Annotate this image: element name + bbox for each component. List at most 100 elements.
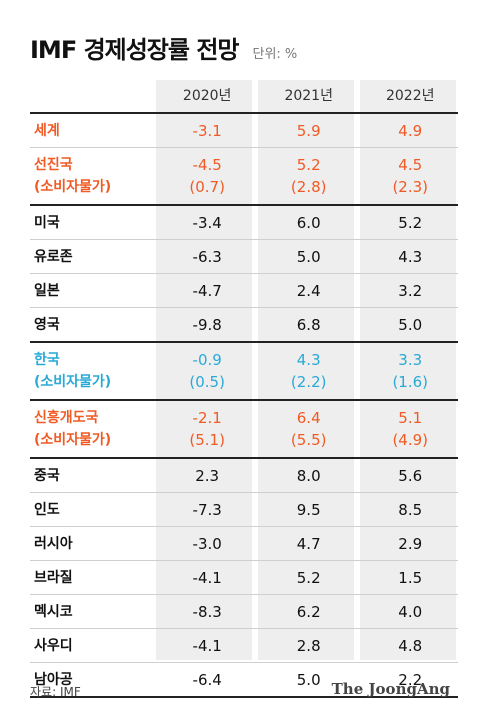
cell-subvalue: (5.1) bbox=[189, 431, 225, 449]
table-cell: 3.3 (1.6) bbox=[362, 343, 458, 399]
table-cell: 5.2 bbox=[296, 568, 321, 587]
row-label: 러시아 bbox=[34, 535, 73, 552]
table-row: 신흥개도국 (소비자물가) -2.1 (5.1) 6.4 (5.5) 5.1 (4.9… bbox=[30, 401, 458, 459]
table-cell: 4.3 bbox=[398, 247, 423, 266]
table-row: 일본 -4.7 2.4 3.2 bbox=[30, 274, 458, 308]
table-cell: -6.3 bbox=[192, 247, 222, 266]
cell-subvalue: (4.9) bbox=[392, 431, 429, 449]
row-label: 영국 bbox=[34, 316, 60, 333]
row-label: 남아공 bbox=[34, 671, 73, 688]
table-cell: 2.4 bbox=[296, 281, 321, 300]
table-cell: 8.0 bbox=[296, 466, 321, 485]
cell-subvalue: (0.7) bbox=[189, 178, 225, 196]
table-cell: -3.0 bbox=[192, 534, 222, 553]
table-cell: -4.1 bbox=[192, 568, 222, 587]
table-cell: 2.9 bbox=[398, 534, 423, 553]
cell-value: -0.9 bbox=[192, 351, 222, 369]
row-sublabel: (소비자물가) bbox=[34, 432, 112, 448]
source-note: 자료: IMF bbox=[30, 685, 81, 699]
table-row: 미국 -3.4 6.0 5.2 bbox=[30, 206, 458, 240]
row-label: 신흥개도국 bbox=[34, 410, 99, 426]
row-label: 멕시코 bbox=[34, 603, 73, 620]
table-cell: 5.9 bbox=[296, 121, 321, 140]
column-background-2020 bbox=[156, 80, 252, 660]
row-label: 일본 bbox=[34, 282, 60, 299]
table-cell: 8.5 bbox=[398, 500, 423, 519]
row-label: 중국 bbox=[34, 467, 60, 484]
table-cell: -8.3 bbox=[192, 602, 222, 621]
row-label: 선진국 bbox=[34, 157, 73, 173]
table-cell: 4.9 bbox=[398, 121, 423, 140]
row-label: 세계 bbox=[34, 122, 60, 139]
column-header: 2020년 bbox=[182, 88, 232, 104]
row-sublabel: (소비자물가) bbox=[34, 374, 112, 390]
page-title: IMF 경제성장률 전망 bbox=[30, 36, 239, 64]
table-cell: -4.5 (0.7) bbox=[159, 148, 255, 204]
table-cell: -3.1 bbox=[192, 121, 222, 140]
row-label: 사우디 bbox=[34, 637, 73, 654]
cell-value: 5.2 bbox=[296, 156, 321, 174]
table-cell: -0.9 (0.5) bbox=[159, 343, 255, 399]
table-cell: 6.0 bbox=[296, 213, 321, 232]
cell-value: 5.1 bbox=[398, 409, 423, 427]
table-row: 영국 -9.8 6.8 5.0 bbox=[30, 308, 458, 343]
cell-value: 6.4 bbox=[296, 409, 321, 427]
table-cell: 6.2 bbox=[296, 602, 321, 621]
table-cell: 6.4 (5.5) bbox=[261, 401, 357, 457]
table-cell: -4.1 bbox=[192, 636, 222, 655]
cell-value: -2.1 bbox=[192, 409, 222, 427]
table-row: 러시아 -3.0 4.7 2.9 bbox=[30, 527, 458, 561]
row-sublabel: (소비자물가) bbox=[34, 179, 112, 195]
table-header: 2020년 2021년 2022년 bbox=[30, 80, 458, 114]
table-cell: -3.4 bbox=[192, 213, 222, 232]
table-cell: 4.0 bbox=[398, 602, 423, 621]
cell-subvalue: (2.3) bbox=[392, 178, 429, 196]
table-row: 멕시코 -8.3 6.2 4.0 bbox=[30, 595, 458, 629]
table-cell: 4.8 bbox=[398, 636, 423, 655]
table-cell: 6.8 bbox=[296, 315, 321, 334]
table-cell: -7.3 bbox=[192, 500, 222, 519]
table-row: 한국 (소비자물가) -0.9 (0.5) 4.3 (2.2) 3.3 (1.6) bbox=[30, 343, 458, 401]
table-row: 세계 -3.1 5.9 4.9 bbox=[30, 114, 458, 148]
column-background-2022 bbox=[360, 80, 456, 660]
table-cell: 5.0 bbox=[296, 247, 321, 266]
table-cell: 5.1 (4.9) bbox=[362, 401, 458, 457]
table-cell: -2.1 (5.1) bbox=[159, 401, 255, 457]
table-cell: 5.6 bbox=[398, 466, 423, 485]
row-label-group: 신흥개도국 (소비자물가) bbox=[30, 401, 153, 457]
cell-value: 4.5 bbox=[398, 156, 423, 174]
table-cell: 4.5 (2.3) bbox=[362, 148, 458, 204]
growth-table: 2020년 2021년 2022년 세계 -3.1 5.9 4.9 선진국 (소… bbox=[30, 80, 458, 698]
cell-value: -4.5 bbox=[192, 156, 222, 174]
header-blank bbox=[30, 80, 153, 112]
title-area: IMF 경제성장률 전망 단위: % bbox=[30, 30, 297, 65]
row-label: 인도 bbox=[34, 501, 60, 518]
table-cell: 3.2 bbox=[398, 281, 423, 300]
table-row: 사우디 -4.1 2.8 4.8 bbox=[30, 629, 458, 663]
row-label: 한국 bbox=[34, 352, 60, 368]
table-cell: 2.2 bbox=[398, 670, 423, 689]
cell-subvalue: (1.6) bbox=[392, 373, 429, 391]
table-cell: -6.4 bbox=[192, 670, 222, 689]
unit-label: 단위: % bbox=[252, 47, 298, 62]
table-cell: 5.2 bbox=[398, 213, 423, 232]
table-cell: -9.8 bbox=[192, 315, 222, 334]
table-cell: 5.2 (2.8) bbox=[261, 148, 357, 204]
table-cell: 2.3 bbox=[195, 466, 220, 485]
column-background-2021 bbox=[258, 80, 354, 660]
table-cell: 5.0 bbox=[398, 315, 423, 334]
row-label-group: 한국 (소비자물가) bbox=[30, 343, 153, 399]
row-label-group: 선진국 (소비자물가) bbox=[30, 148, 153, 204]
table-cell: 1.5 bbox=[398, 568, 423, 587]
cell-subvalue: (2.8) bbox=[290, 178, 327, 196]
table-cell: 9.5 bbox=[296, 500, 321, 519]
column-header: 2021년 bbox=[284, 88, 333, 104]
table-cell: 4.7 bbox=[296, 534, 321, 553]
row-label: 미국 bbox=[34, 214, 60, 231]
table-row: 인도 -7.3 9.5 8.5 bbox=[30, 493, 458, 527]
table-row: 남아공 -6.4 5.0 2.2 bbox=[30, 663, 458, 698]
cell-subvalue: (0.5) bbox=[189, 373, 225, 391]
cell-value: 4.3 bbox=[296, 351, 321, 369]
table-cell: -4.7 bbox=[192, 281, 222, 300]
table-cell: 2.8 bbox=[296, 636, 321, 655]
